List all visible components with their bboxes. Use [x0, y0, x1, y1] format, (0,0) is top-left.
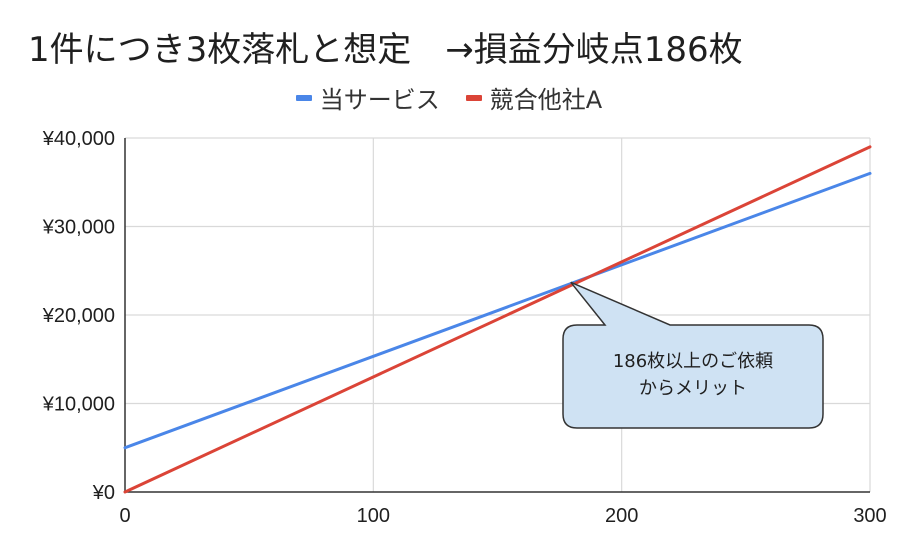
callout-text-line: 186枚以上のご依頼 — [613, 351, 773, 372]
y-tick-label: ¥20,000 — [42, 305, 115, 327]
y-tick-label: ¥0 — [92, 482, 115, 504]
x-tick-label: 300 — [853, 505, 886, 527]
callout-bubble — [562, 281, 824, 429]
y-tick-label: ¥40,000 — [42, 128, 115, 150]
y-tick-label: ¥30,000 — [42, 217, 115, 239]
series-line-2 — [123, 145, 872, 494]
chart-title: 1件につき3枚落札と想定 →損益分岐点186枚 — [28, 30, 743, 70]
legend-swatch-series-2 — [465, 94, 482, 101]
legend-item-series-1[interactable]: 当サービス — [295, 80, 440, 115]
series-line-1 — [123, 171, 872, 450]
legend-label-series-2: 競合他社A — [489, 86, 603, 114]
legend-swatch-series-1 — [295, 94, 312, 101]
chart-legend: 当サービス 競合他社A — [0, 80, 898, 115]
legend-item-series-2[interactable]: 競合他社A — [465, 80, 603, 115]
legend-label-series-1: 当サービス — [319, 86, 440, 114]
y-tick-label: ¥10,000 — [42, 394, 115, 416]
x-tick-label: 0 — [119, 505, 130, 527]
callout-text-line: からメリット — [639, 378, 747, 399]
x-tick-label: 100 — [357, 505, 390, 527]
x-tick-label: 200 — [605, 505, 638, 527]
